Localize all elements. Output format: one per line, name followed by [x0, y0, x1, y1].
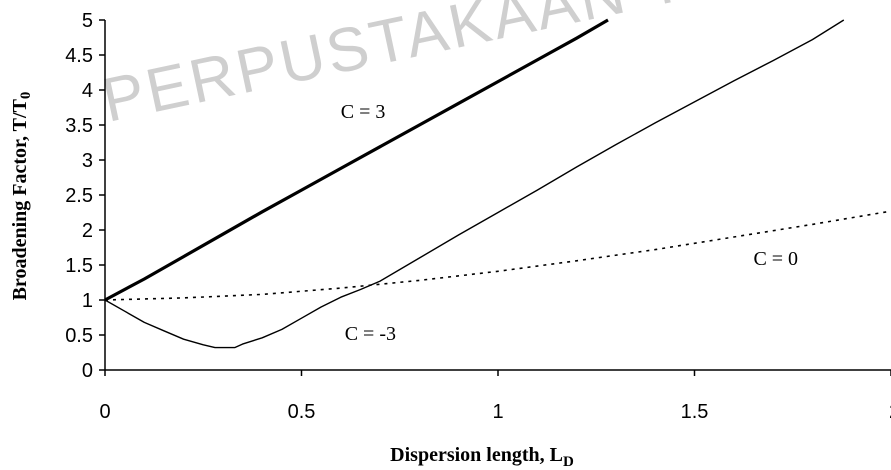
x-tick-label: 1.5: [681, 401, 709, 423]
y-tick-label: 1.5: [65, 255, 93, 277]
y-axis-title-main: Broadening Factor, T/T: [9, 98, 31, 300]
x-tick-label: 0: [99, 401, 110, 423]
series-annotation: C = 0: [753, 248, 798, 270]
x-axis-title: Dispersion length, LD: [390, 444, 574, 470]
x-axis-ticks: 0 0.5 1 1.5 2: [99, 370, 891, 423]
y-tick-label: 4.5: [65, 45, 93, 67]
x-tick-label: 2: [889, 401, 891, 423]
y-tick-label: 2: [82, 220, 93, 242]
y-axis-title: Broadening Factor, T/T0: [9, 92, 34, 301]
y-axis-ticks: 0 0.5 1 1.5 2 2.5 3 3.5 4 4.5 5: [65, 10, 105, 382]
y-tick-label: 3.5: [65, 115, 93, 137]
y-tick-label: 2.5: [65, 185, 93, 207]
y-tick-label: 5: [82, 10, 93, 32]
x-axis-title-subscript: D: [563, 454, 574, 470]
x-axis-title-main: Dispersion length, L: [390, 444, 563, 466]
series-line-0: [104, 18, 609, 302]
y-tick-label: 3: [82, 150, 93, 172]
annotation-layer: C = 3 C = 0 C = -3: [341, 101, 798, 345]
series-annotation: C = -3: [345, 323, 396, 345]
y-tick-label: 4: [82, 80, 93, 102]
x-tick-label: 0.5: [288, 401, 316, 423]
y-tick-label: 1: [82, 290, 93, 312]
series-line-1: [104, 19, 845, 349]
series-line-2: [104, 210, 891, 301]
x-tick-label: 1: [492, 401, 503, 423]
series-annotation: C = 3: [341, 101, 386, 123]
y-axis-title-subscript: 0: [18, 92, 34, 100]
y-tick-label: 0: [82, 360, 93, 382]
y-tick-label: 0.5: [65, 325, 93, 347]
series-layer: [104, 18, 891, 349]
